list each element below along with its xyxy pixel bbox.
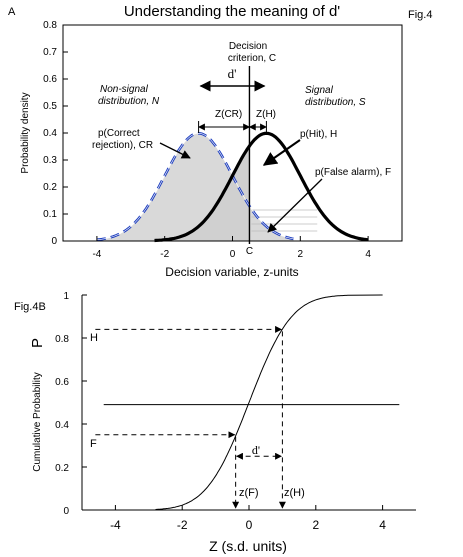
x-tick-label-a: -2 (160, 249, 169, 260)
panel-a-fig-label: Fig.4 (408, 9, 432, 21)
noise-label-line2: distribution, N (98, 96, 160, 107)
y-tick-label-b: 0.8 (55, 334, 69, 345)
fa-pointer (267, 178, 323, 233)
panel-a: A Understanding the meaning of d' Fig.4 … (8, 3, 432, 279)
y-tick-label-a: 0.3 (43, 155, 57, 166)
x-axis-label-a: Decision variable, z-units (165, 265, 298, 279)
noise-label-line1: Non-signal (100, 84, 149, 95)
y-tick-label-a: 0.7 (43, 47, 57, 58)
y-axis-ticks-a: 0 0.1 0.2 0.3 0.4 0.5 0.6 0.7 0.8 (43, 20, 68, 247)
cdf-curve (155, 294, 383, 510)
panel-a-label: A (8, 6, 16, 18)
y-tick-label-a: 0 (51, 236, 57, 247)
panel-b-fig-label: Fig.4B (14, 301, 46, 313)
zh-label-b: z(H) (284, 487, 305, 499)
signal-label-line2: distribution, S (305, 97, 366, 108)
criterion-label-line1: Decision (229, 41, 267, 52)
y-tick-label-a: 0.2 (43, 182, 57, 193)
hit-pointer (262, 139, 301, 166)
x-tick-label-b: 0 (246, 518, 253, 532)
zf-label: z(F) (239, 487, 259, 499)
x-tick-label-a: 2 (298, 249, 304, 260)
y-axis-ticks-b: 0 0.2 0.4 0.6 0.8 1 (55, 291, 87, 517)
panel-a-title: Understanding the meaning of d' (124, 3, 340, 20)
y-tick-label-b: 0.6 (55, 377, 69, 388)
h-label: H (90, 332, 98, 344)
x-tick-label-a: 0 (230, 249, 236, 260)
area-fills (96, 133, 318, 241)
f-label: F (90, 438, 97, 450)
signal-label-line1: Signal (305, 85, 334, 96)
dprime-label-b: d' (252, 443, 260, 457)
distribution-curves (96, 131, 369, 243)
cr-label-line1: p(Correct (98, 128, 140, 139)
criterion-label-line2: criterion, C (228, 53, 276, 64)
y-tick-label-b: 0 (63, 506, 69, 517)
x-tick-label-b: 4 (379, 518, 386, 532)
criterion-tick-label: C (246, 246, 253, 257)
zcr-label: Z(CR) (215, 109, 242, 120)
dprime-label: d' (228, 66, 237, 81)
x-tick-label-a: 4 (365, 249, 371, 260)
x-tick-label-b: -2 (177, 518, 188, 532)
x-tick-label-b: 2 (312, 518, 319, 532)
cr-label-line2: rejection), CR (92, 140, 153, 151)
zh-label: Z(H) (256, 109, 276, 120)
x-tick-label-a: -4 (92, 249, 101, 260)
overlap-area (154, 145, 250, 241)
x-axis-ticks-b: -4 -2 0 2 4 (110, 505, 386, 532)
x-axis-ticks-a: -4 -2 0 2 4 (92, 236, 371, 260)
cr-pointer (159, 142, 191, 159)
y-tick-label-a: 0.4 (43, 128, 57, 139)
y-tick-label-b: 1 (63, 291, 69, 302)
fa-label: p(False alarm), F (315, 167, 391, 178)
panel-b: -4 -2 0 2 4 0 0.2 0.4 0.6 0.8 1 Fig.4B P Cumulati… (14, 291, 416, 554)
y-tick-label-a: 0.1 (43, 209, 57, 220)
y-axis-label-a: Probability density (20, 92, 31, 173)
y-tick-label-b: 0.4 (55, 420, 69, 431)
y-axis-label-b: Cumulative Probability (32, 372, 43, 472)
y-tick-label-a: 0.8 (43, 20, 57, 31)
y-tick-label-b: 0.2 (55, 463, 69, 474)
signal-curve (154, 131, 369, 243)
noise-curve-inner (96, 132, 294, 241)
hit-label: p(Hit), H (300, 129, 337, 140)
x-tick-label-b: -4 (110, 518, 121, 532)
y-symbol-b: P (29, 338, 46, 348)
y-tick-label-a: 0.6 (43, 74, 57, 85)
y-tick-label-a: 0.5 (43, 101, 57, 112)
x-axis-label-b: Z (s.d. units) (209, 538, 287, 554)
